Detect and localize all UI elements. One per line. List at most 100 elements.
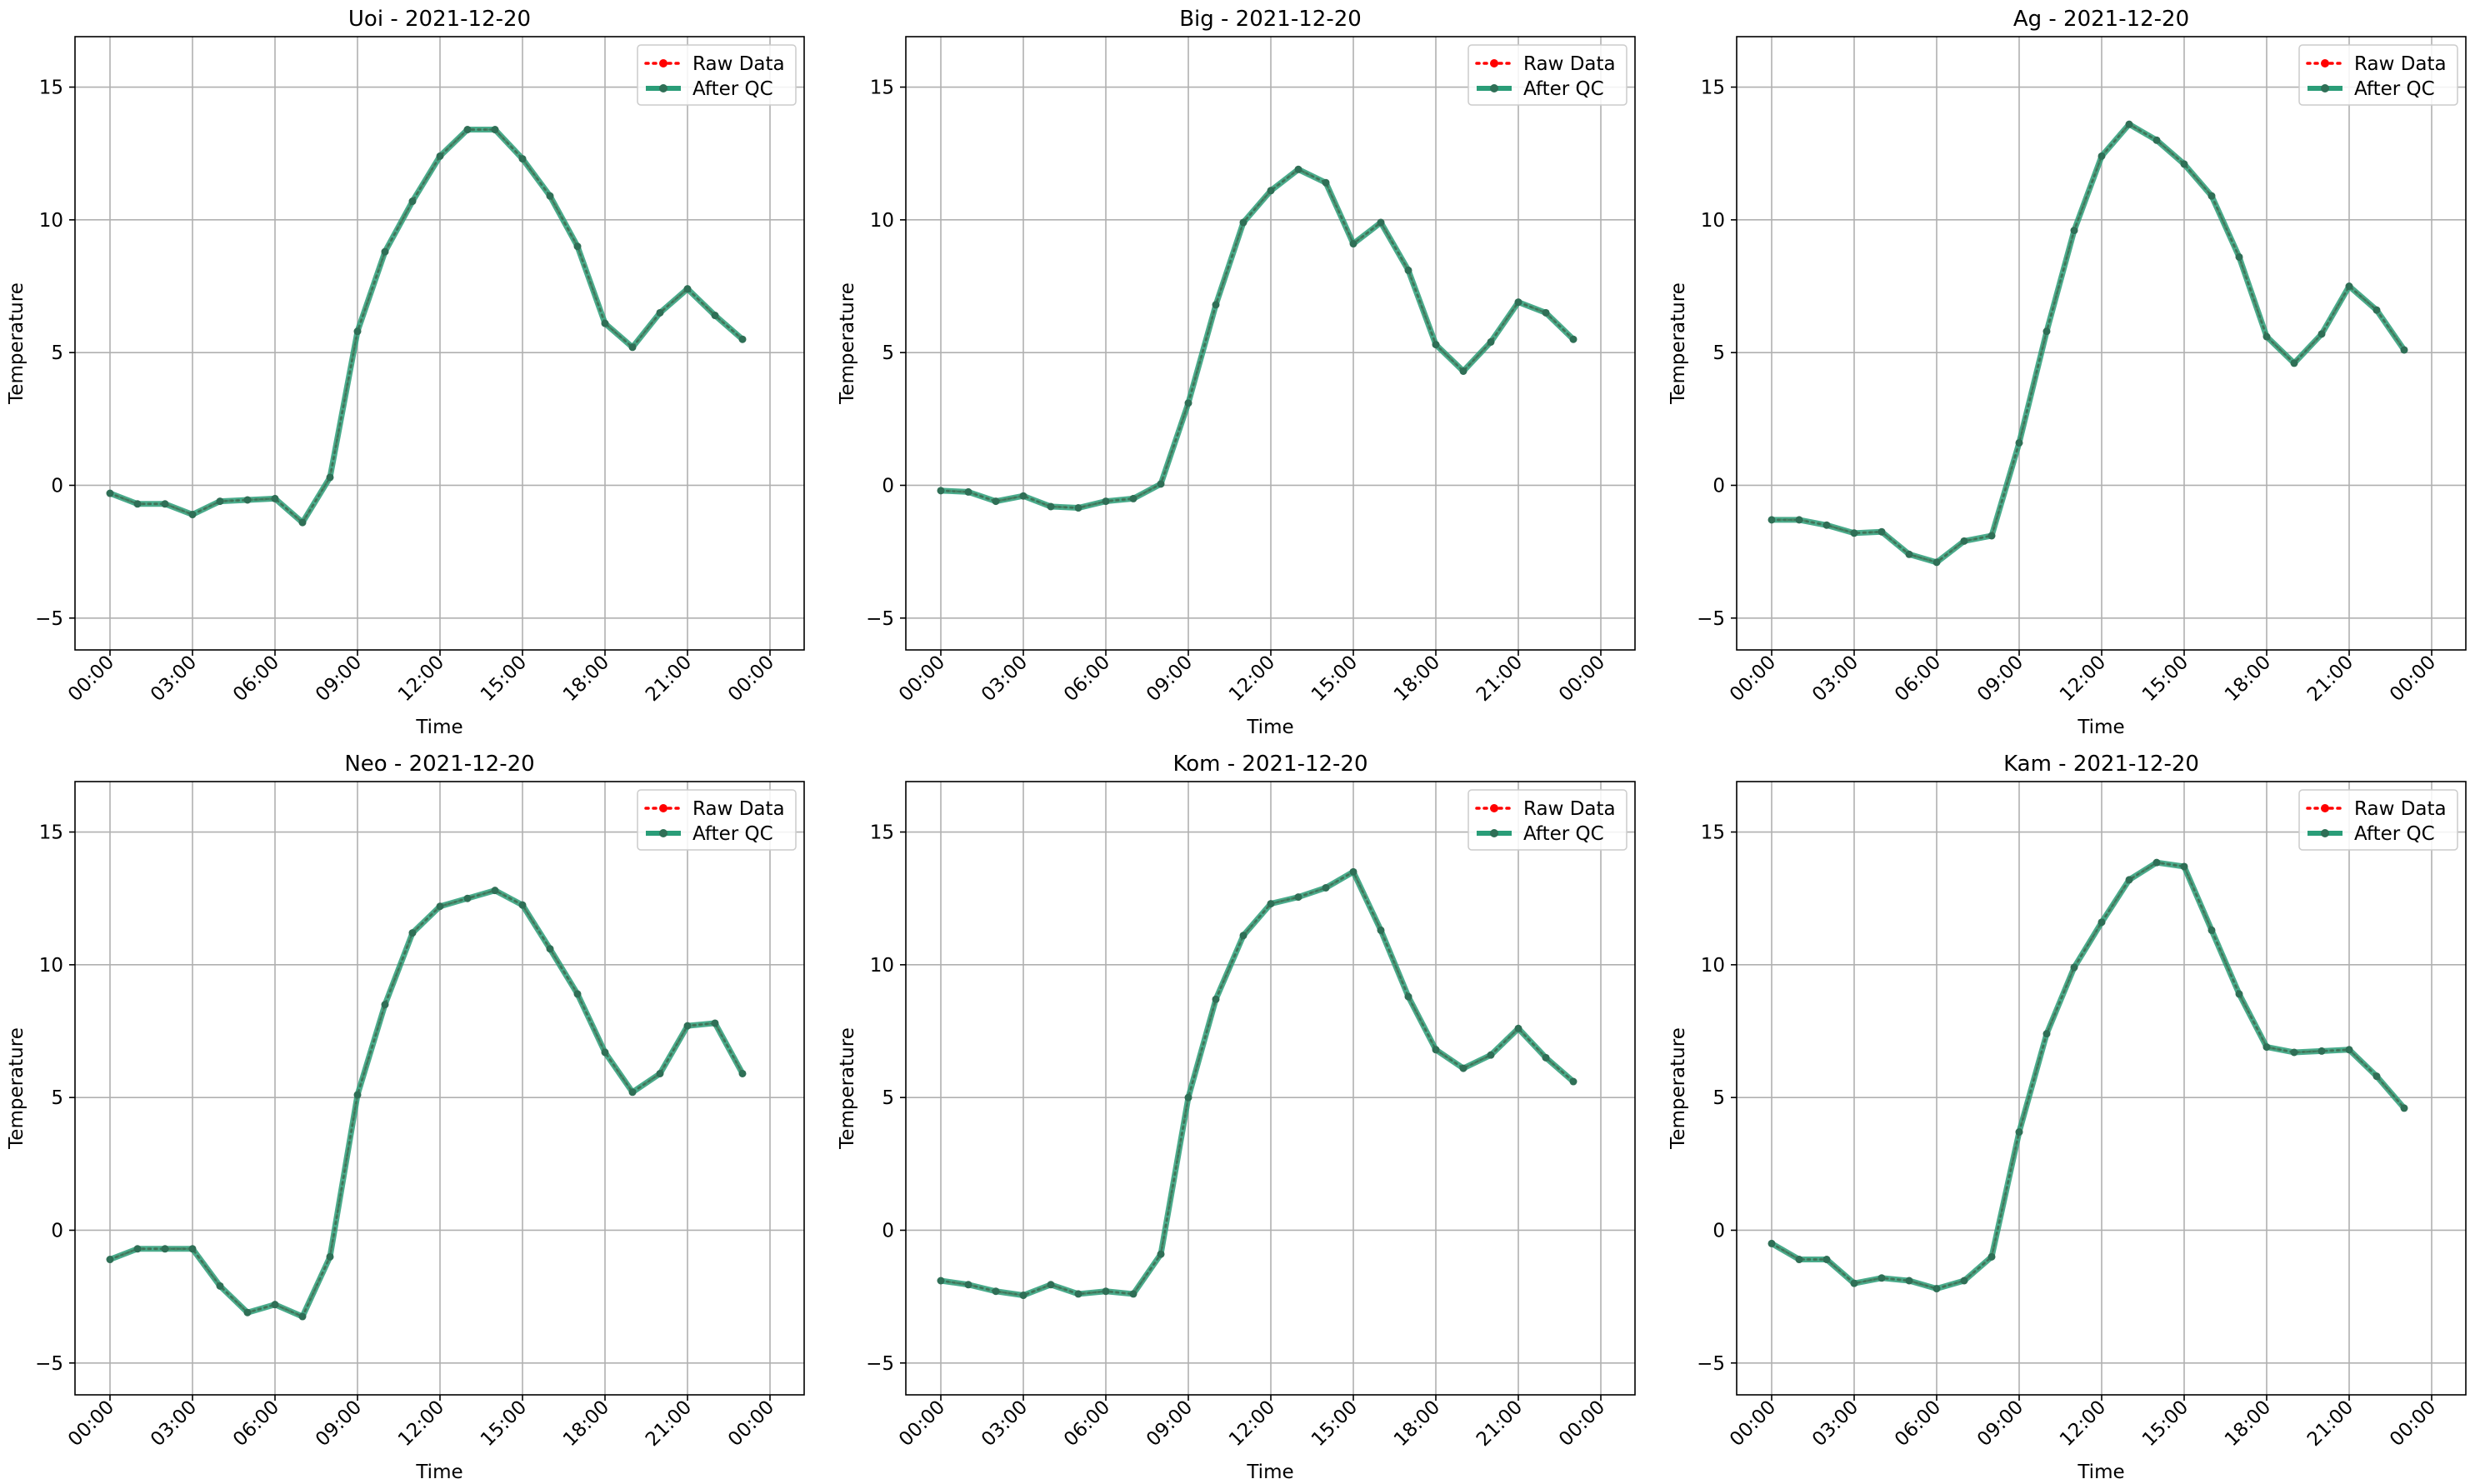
y-tick-label: 5 <box>1712 342 1725 364</box>
data-point <box>216 1282 224 1290</box>
y-tick-label: −5 <box>35 1353 63 1375</box>
data-point <box>2042 327 2051 336</box>
legend-marker-after-qc <box>2321 84 2329 92</box>
y-tick-label: 10 <box>39 210 63 232</box>
legend-label-after-qc: After QC <box>692 78 773 100</box>
subplot-title: Kom - 2021-12-20 <box>1173 752 1368 777</box>
x-tick-label: 03:00 <box>978 1397 1032 1451</box>
x-tick-label: 06:00 <box>1891 652 1945 706</box>
data-point <box>964 487 972 496</box>
data-point <box>1988 532 1996 540</box>
x-tick-label: 18:00 <box>559 652 613 706</box>
series-line-raw-data-overlay <box>108 128 744 524</box>
x-tick-label: 00:00 <box>895 1397 949 1451</box>
data-point <box>133 1245 142 1253</box>
x-tick-label: 18:00 <box>2221 652 2275 706</box>
data-point <box>161 500 169 508</box>
data-point <box>546 945 554 953</box>
data-point <box>216 497 224 506</box>
series-line-raw-data-overlay <box>1770 122 2406 564</box>
subplot-title: Neo - 2021-12-20 <box>344 752 534 777</box>
data-point <box>2098 152 2106 160</box>
x-tick-label: 09:00 <box>312 652 366 706</box>
data-point <box>937 487 945 495</box>
x-tick-label: 00:00 <box>1555 652 1609 706</box>
data-point <box>353 327 362 336</box>
data-point <box>1047 1281 1055 1289</box>
x-tick-label: 18:00 <box>2221 1397 2275 1451</box>
x-tick-label: 15:00 <box>477 1397 531 1451</box>
data-point <box>2372 1072 2381 1081</box>
data-point <box>2235 990 2243 998</box>
legend: Raw Data After QC <box>1468 789 1628 851</box>
legend-label-raw-data: Raw Data <box>2354 53 2447 75</box>
data-point <box>1822 521 1831 529</box>
y-tick-label: −5 <box>866 1353 894 1375</box>
data-point <box>1019 492 1028 500</box>
x-tick-label: 18:00 <box>1390 1397 1444 1451</box>
data-point <box>2125 876 2133 884</box>
x-tick-label: 09:00 <box>1142 652 1197 706</box>
legend: Raw Data After QC <box>2298 789 2458 851</box>
data-point <box>1569 1077 1578 1086</box>
data-point <box>1294 165 1302 173</box>
data-point <box>1349 240 1358 248</box>
x-tick-label: 03:00 <box>1808 1397 1862 1451</box>
data-point <box>738 335 747 343</box>
data-point <box>573 990 582 998</box>
x-tick-label: 12:00 <box>394 652 448 706</box>
x-tick-label: 21:00 <box>642 1397 696 1451</box>
data-point <box>1102 497 1110 506</box>
data-point <box>1459 367 1468 375</box>
x-tick-label: 15:00 <box>477 652 531 706</box>
data-point <box>2400 1104 2408 1112</box>
data-point <box>1569 335 1578 343</box>
y-tick-label: 15 <box>870 77 894 99</box>
legend: Raw Data After QC <box>637 789 797 851</box>
data-point <box>298 518 307 527</box>
data-point <box>326 1252 334 1261</box>
x-axis-label: Time <box>1246 1462 1293 1483</box>
series-line-after-qc <box>108 127 745 526</box>
x-tick-label: 03:00 <box>147 1397 201 1451</box>
legend-marker-raw-data <box>659 59 668 67</box>
x-tick-label: 03:00 <box>1808 652 1862 706</box>
y-tick-label: 0 <box>882 475 894 497</box>
data-point <box>518 155 527 163</box>
data-point <box>2262 1043 2271 1052</box>
x-tick-label: 00:00 <box>2386 1397 2440 1451</box>
data-point <box>1514 298 1522 307</box>
x-tick-label: 15:00 <box>2138 1397 2192 1451</box>
x-tick-label: 15:00 <box>1308 652 1362 706</box>
data-point <box>491 887 499 895</box>
data-point <box>1404 992 1412 1001</box>
data-point <box>436 152 444 160</box>
data-point <box>1212 301 1220 309</box>
data-point <box>1960 1277 1968 1285</box>
data-point <box>1878 527 1886 536</box>
data-point <box>1822 1256 1831 1264</box>
data-point <box>1487 1051 1495 1059</box>
y-tick-label: 5 <box>882 1087 894 1109</box>
data-point <box>491 126 499 134</box>
data-point <box>463 126 472 134</box>
data-point <box>1129 1290 1138 1298</box>
data-point <box>2180 862 2188 871</box>
legend-marker-after-qc <box>2321 829 2329 837</box>
x-tick-label: 00:00 <box>2386 652 2440 706</box>
data-point <box>271 494 279 502</box>
x-tick-label: 12:00 <box>2056 652 2110 706</box>
series-line-after-qc <box>108 887 746 1320</box>
data-point <box>1432 1046 1440 1054</box>
legend-marker-raw-data <box>1490 59 1498 67</box>
data-point <box>1349 867 1358 876</box>
legend-label-raw-data: Raw Data <box>692 53 785 75</box>
y-tick-label: −5 <box>1697 1353 1725 1375</box>
series-line-raw-data-overlay <box>108 889 744 1318</box>
series-line-raw-data <box>939 870 1575 1297</box>
x-tick-label: 03:00 <box>978 652 1032 706</box>
legend-marker-raw-data <box>1490 804 1498 812</box>
data-point <box>601 319 609 327</box>
data-point <box>2015 1128 2023 1137</box>
y-tick-label: 10 <box>39 955 63 977</box>
